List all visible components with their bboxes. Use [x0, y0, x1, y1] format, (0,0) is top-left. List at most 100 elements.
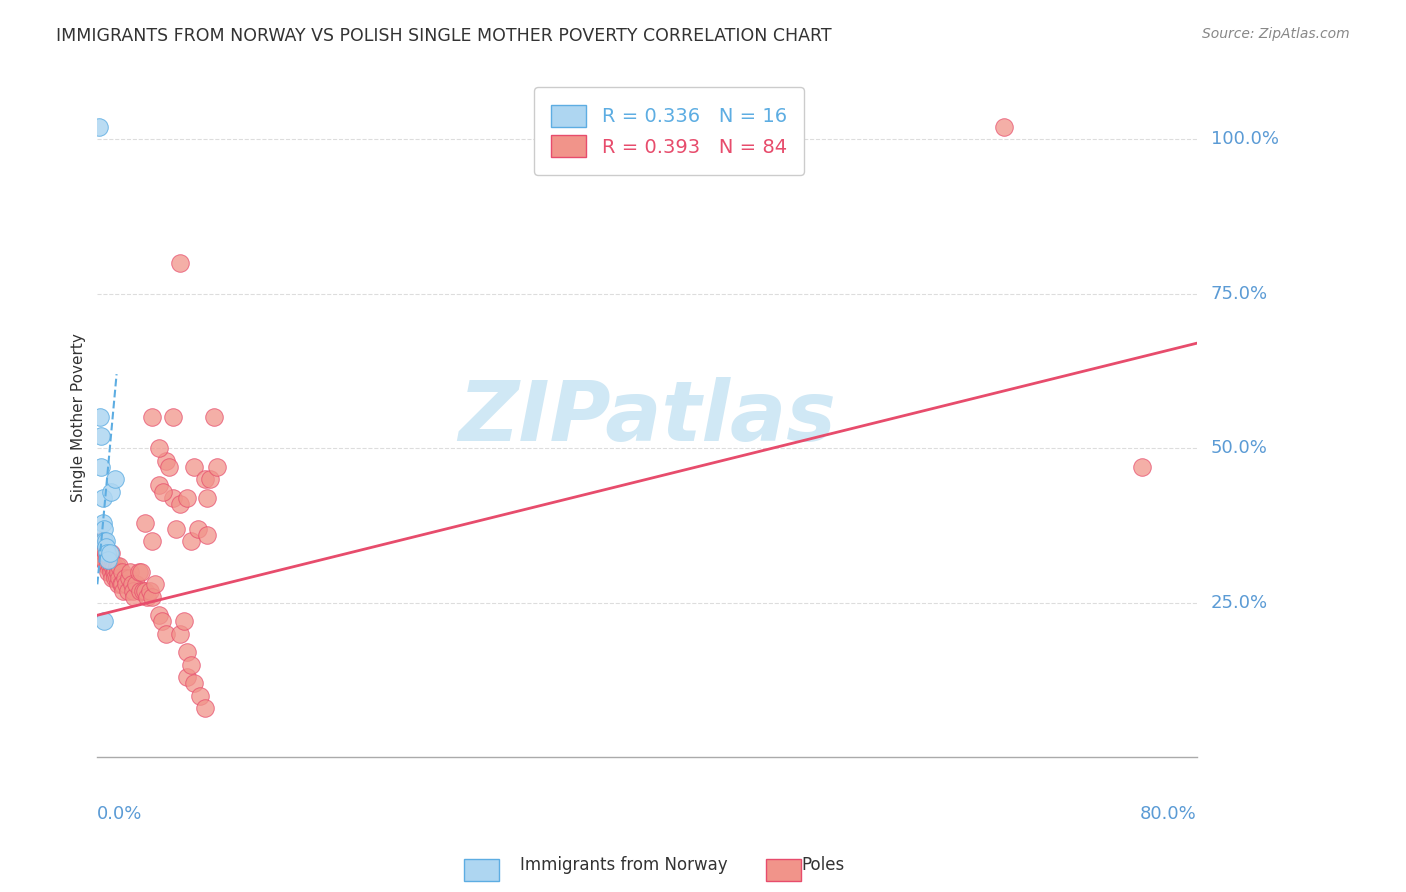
- Point: [193, 701, 215, 715]
- Point: [131, 565, 153, 579]
- Point: [141, 590, 163, 604]
- Text: ZIPatlas: ZIPatlas: [458, 377, 837, 458]
- Point: [115, 577, 138, 591]
- Point: [101, 571, 124, 585]
- Point: [135, 590, 157, 604]
- Point: [97, 558, 120, 573]
- Point: [114, 571, 136, 585]
- Point: [112, 583, 135, 598]
- Point: [193, 472, 215, 486]
- Y-axis label: Single Mother Poverty: Single Mother Poverty: [72, 333, 86, 502]
- Point: [105, 571, 128, 585]
- Point: [1130, 459, 1153, 474]
- Point: [98, 558, 121, 573]
- Point: [155, 453, 177, 467]
- Point: [96, 546, 118, 560]
- Point: [96, 552, 118, 566]
- Point: [993, 120, 1015, 134]
- Point: [202, 410, 225, 425]
- Point: [91, 491, 114, 505]
- Text: 0.0%: 0.0%: [97, 805, 143, 823]
- Point: [180, 657, 202, 672]
- Point: [157, 459, 180, 474]
- Point: [121, 577, 143, 591]
- Point: [100, 565, 122, 579]
- Point: [176, 670, 198, 684]
- Point: [180, 534, 202, 549]
- Point: [183, 459, 205, 474]
- Point: [108, 571, 131, 585]
- Text: 50.0%: 50.0%: [1211, 440, 1267, 458]
- Point: [176, 645, 198, 659]
- Point: [89, 410, 111, 425]
- Text: IMMIGRANTS FROM NORWAY VS POLISH SINGLE MOTHER POVERTY CORRELATION CHART: IMMIGRANTS FROM NORWAY VS POLISH SINGLE …: [56, 27, 832, 45]
- Point: [100, 484, 122, 499]
- Point: [98, 552, 121, 566]
- Point: [105, 558, 128, 573]
- Point: [91, 516, 114, 530]
- Point: [141, 410, 163, 425]
- Point: [90, 429, 112, 443]
- Point: [183, 676, 205, 690]
- Point: [87, 120, 110, 134]
- Point: [125, 577, 148, 591]
- Point: [148, 478, 170, 492]
- Point: [97, 552, 120, 566]
- Point: [107, 565, 129, 579]
- Point: [97, 565, 120, 579]
- Text: 75.0%: 75.0%: [1211, 285, 1268, 302]
- Point: [148, 608, 170, 623]
- Point: [104, 565, 127, 579]
- Point: [90, 534, 112, 549]
- Point: [169, 256, 191, 270]
- Point: [93, 522, 115, 536]
- Point: [120, 565, 142, 579]
- Point: [138, 583, 160, 598]
- Point: [187, 522, 209, 536]
- Point: [134, 516, 156, 530]
- Point: [94, 546, 117, 560]
- Point: [152, 484, 174, 499]
- Point: [173, 615, 195, 629]
- Point: [131, 583, 153, 598]
- Point: [122, 583, 145, 598]
- Point: [169, 497, 191, 511]
- Text: Source: ZipAtlas.com: Source: ZipAtlas.com: [1202, 27, 1350, 41]
- Point: [93, 552, 115, 566]
- Point: [91, 552, 114, 566]
- Point: [103, 565, 125, 579]
- Text: Immigrants from Norway: Immigrants from Norway: [520, 856, 728, 874]
- Point: [198, 472, 221, 486]
- Point: [169, 627, 191, 641]
- Point: [104, 472, 127, 486]
- Point: [190, 689, 212, 703]
- Point: [143, 577, 166, 591]
- Point: [93, 615, 115, 629]
- Point: [111, 577, 134, 591]
- Point: [117, 583, 139, 598]
- Point: [134, 583, 156, 598]
- Point: [93, 546, 115, 560]
- Point: [108, 558, 131, 573]
- Point: [118, 571, 141, 585]
- Point: [129, 583, 152, 598]
- Point: [165, 522, 187, 536]
- Point: [93, 534, 115, 549]
- Point: [141, 534, 163, 549]
- Point: [94, 540, 117, 554]
- Point: [148, 442, 170, 456]
- Point: [96, 558, 118, 573]
- Point: [195, 491, 218, 505]
- Point: [91, 540, 114, 554]
- Point: [100, 546, 122, 560]
- Point: [107, 577, 129, 591]
- Text: 25.0%: 25.0%: [1211, 594, 1268, 612]
- Point: [101, 558, 124, 573]
- Point: [205, 459, 228, 474]
- Point: [176, 491, 198, 505]
- Point: [124, 590, 146, 604]
- Legend: R = 0.336   N = 16, R = 0.393   N = 84: R = 0.336 N = 16, R = 0.393 N = 84: [534, 87, 804, 175]
- Point: [155, 627, 177, 641]
- Text: 100.0%: 100.0%: [1211, 130, 1278, 148]
- Point: [128, 565, 150, 579]
